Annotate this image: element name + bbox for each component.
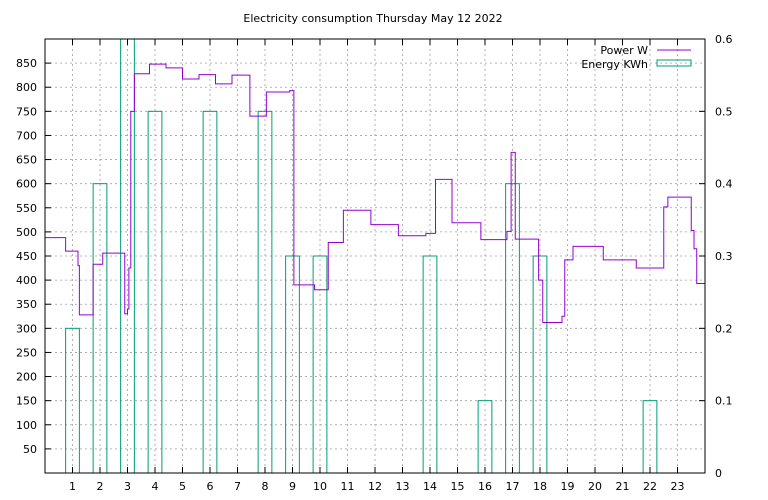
y-left-tick-label: 800 [16,81,37,94]
energy-bar [477,400,493,474]
y-left-tick-label: 300 [16,322,37,335]
y-right-tick-label: 0.4 [715,178,733,191]
y-left-tick-label: 400 [16,274,37,287]
x-tick-label: 13 [396,480,410,493]
left-y-ticks: 50 100 150 200 250 300 350 400 450 500 550 600 650 70… [16,57,51,456]
y-left-tick-label: 750 [16,105,37,118]
x-tick-label: 4 [152,480,159,493]
x-tick-label: 14 [423,480,437,493]
x-tick-label: 9 [289,480,296,493]
y-right-tick-label: 0 [715,467,722,480]
y-right-tick-label: 0.6 [715,33,733,46]
y-left-tick-label: 250 [16,346,37,359]
y-right-tick-label: 0.5 [715,105,733,118]
power-line [45,63,705,324]
y-right-tick-label: 0.2 [715,322,733,335]
x-tick-label: 1 [69,480,76,493]
x-tick-label: 3 [124,480,131,493]
x-tick-label: 6 [207,480,214,493]
x-tick-label: 5 [179,480,186,493]
x-tick-label: 11 [341,480,355,493]
grid [45,39,705,473]
y-right-tick-label: 0.1 [715,395,733,408]
y-left-tick-label: 500 [16,226,37,239]
y-left-tick-label: 450 [16,250,37,263]
x-tick-label: 17 [506,480,520,493]
legend-label-power: Power W [600,44,648,57]
x-tick-label: 10 [313,480,327,493]
x-tick-label: 23 [671,480,685,493]
x-tick-label: 19 [561,480,575,493]
chart-title: Electricity consumption Thursday May 12 … [243,12,502,25]
y-right-tick-label: 0.3 [715,250,733,263]
y-left-tick-label: 100 [16,419,37,432]
energy-bar [642,400,658,474]
legend: Power W Energy KWh [581,44,692,71]
y-left-tick-label: 550 [16,202,37,215]
x-tick-label: 20 [588,480,602,493]
y-left-tick-label: 200 [16,371,37,384]
x-tick-label: 2 [97,480,104,493]
x-tick-label: 18 [533,480,547,493]
x-tick-label: 21 [616,480,630,493]
y-left-tick-label: 700 [16,129,37,142]
y-left-tick-label: 600 [16,178,37,191]
x-ticks: 1 2 3 4 5 6 7 8 9 10 11 12 13 14 15 16 17 18 19 20 21 22 23 [69,39,685,493]
legend-swatch-energy [656,59,692,67]
x-tick-label: 7 [234,480,241,493]
legend-label-energy: Energy KWh [581,58,648,71]
right-y-ticks: 0 0.1 0.2 0.3 0.4 0.5 0.6 [699,33,733,480]
x-tick-label: 22 [643,480,657,493]
y-left-tick-label: 50 [23,443,37,456]
y-left-tick-label: 150 [16,395,37,408]
x-tick-label: 12 [368,480,382,493]
y-left-tick-label: 850 [16,57,37,70]
y-left-tick-label: 350 [16,298,37,311]
x-tick-label: 16 [478,480,492,493]
x-tick-label: 15 [451,480,465,493]
y-left-tick-label: 650 [16,154,37,167]
x-tick-label: 8 [262,480,269,493]
